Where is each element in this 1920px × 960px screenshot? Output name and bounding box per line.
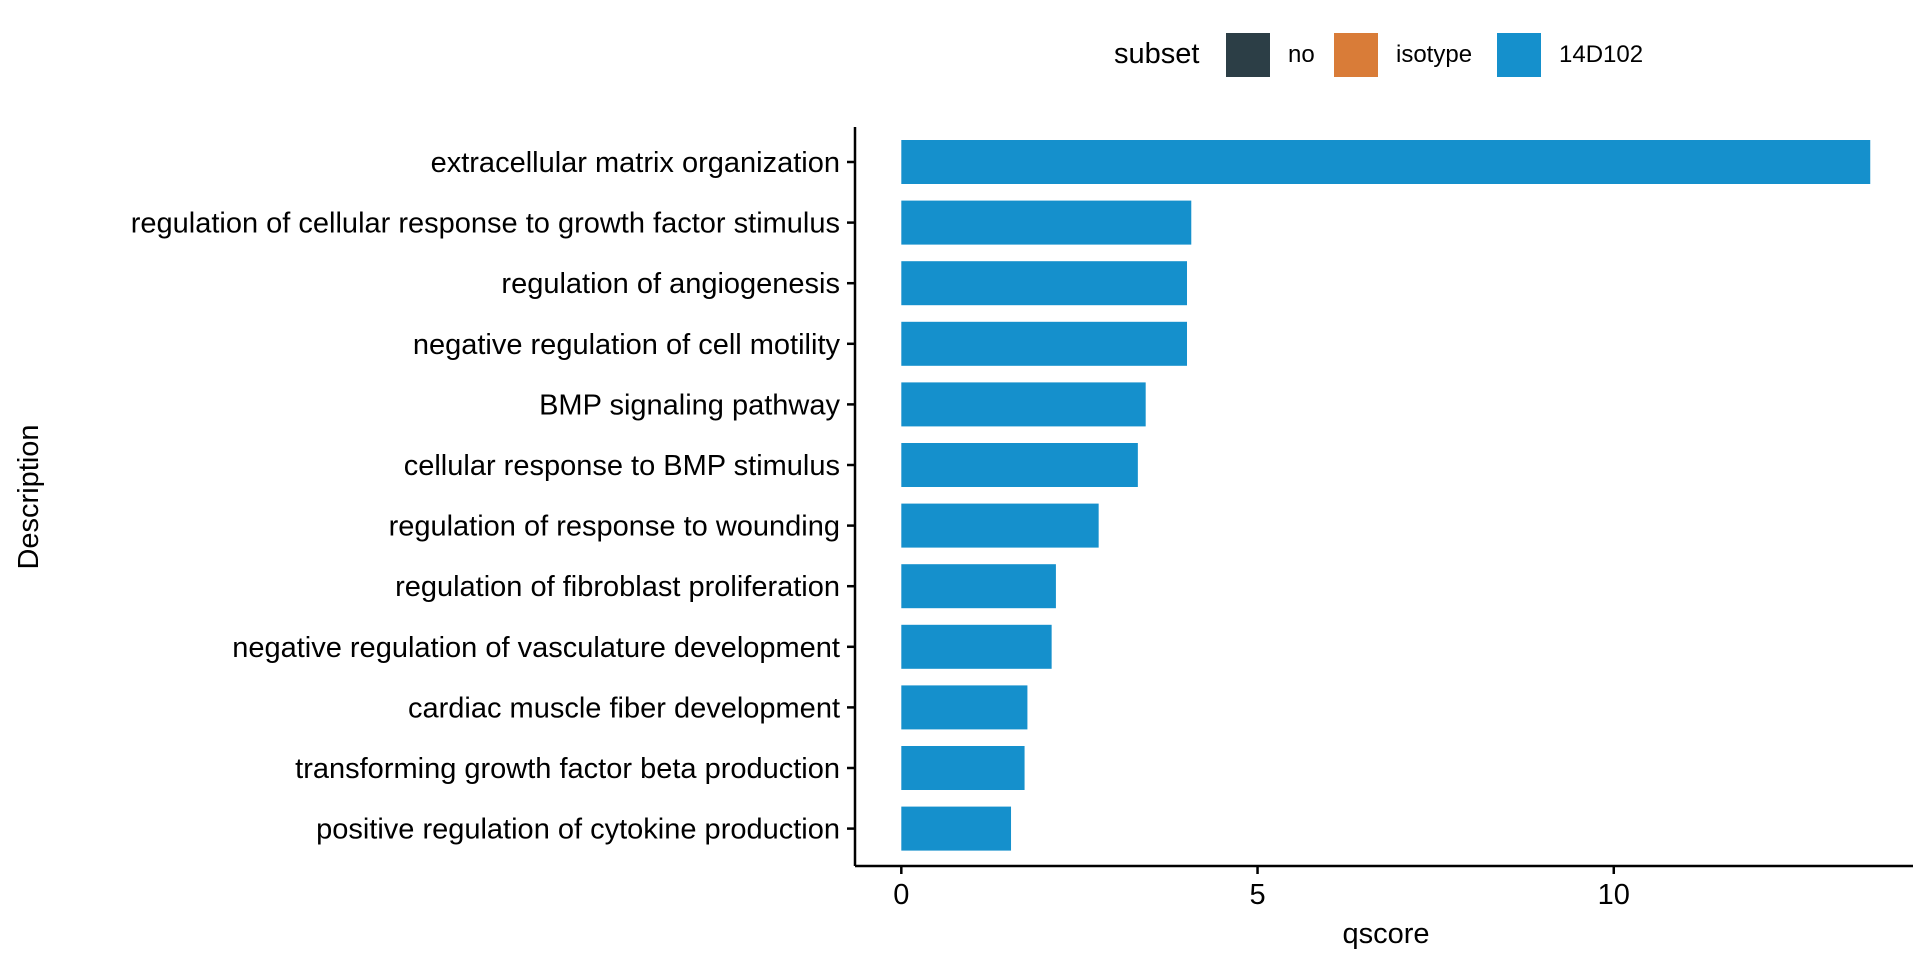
legend-label-no: no [1288,41,1315,68]
bar [901,382,1146,427]
category-label: cellular response to BMP stimulus [404,450,840,482]
x-tick-label: 0 [893,879,909,911]
bar [901,564,1056,609]
x-axis-ticks: 0 5 10 [893,866,1630,911]
legend-swatch-no [1226,33,1270,77]
bar [901,746,1025,790]
category-label: regulation of cellular response to growt… [131,208,840,240]
legend-swatch-14d102 [1497,33,1541,77]
category-label: regulation of response to wounding [389,511,840,543]
legend-label-14d102: 14D102 [1559,41,1644,68]
category-label: cardiac muscle fiber development [408,692,840,724]
category-label: regulation of fibroblast proliferation [395,571,840,603]
category-label: regulation of angiogenesis [501,268,840,300]
category-labels: extracellular matrix organization regulat… [131,147,841,846]
bar [901,321,1188,366]
category-label: extracellular matrix organization [431,147,840,179]
bar [901,140,1871,184]
legend-item-14d102: 14D102 [1497,33,1643,77]
bar [901,443,1138,487]
legend-title: subset [1114,38,1200,70]
x-tick-label: 10 [1598,879,1630,911]
bars-group [901,140,1871,851]
legend-item-no: no [1226,33,1315,77]
y-axis-title: Description [13,424,45,569]
x-axis-title: qscore [1342,918,1429,950]
bar [901,685,1028,730]
bar [901,261,1188,306]
bar [901,624,1052,669]
category-label: BMP signaling pathway [539,389,840,421]
legend-swatch-isotype [1334,33,1378,77]
x-tick-label: 5 [1249,879,1265,911]
category-label: transforming growth factor beta producti… [295,753,840,785]
y-axis-ticks [847,160,855,830]
legend-item-isotype: isotype [1334,33,1472,77]
bar [901,806,1012,851]
category-label: negative regulation of cell motility [413,329,841,361]
bar [901,200,1192,245]
category-label: positive regulation of cytokine producti… [316,814,840,846]
category-label: negative regulation of vasculature devel… [232,632,840,664]
legend-label-isotype: isotype [1396,41,1473,68]
bar [901,503,1099,548]
